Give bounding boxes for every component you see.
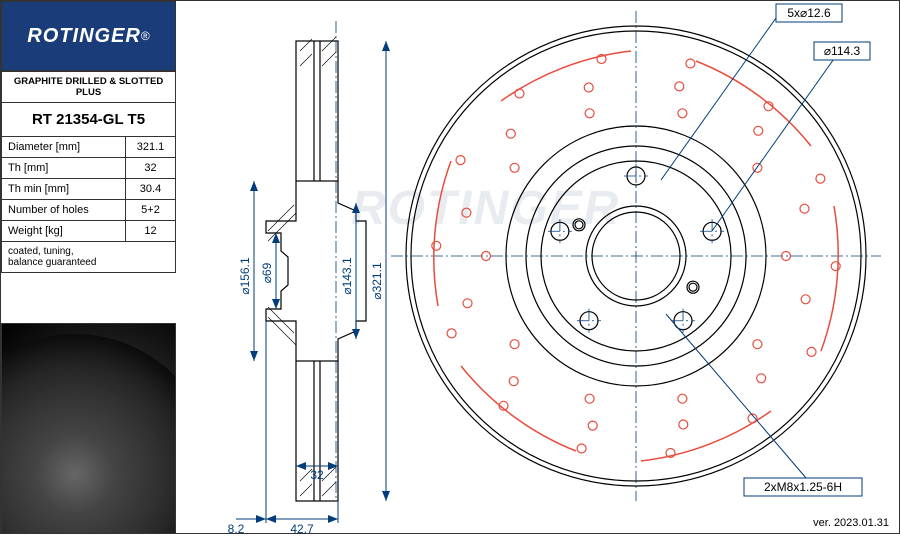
svg-text:⌀114.3: ⌀114.3 xyxy=(824,44,861,58)
product-notes: coated, tuning, balance guaranteed xyxy=(2,242,176,273)
svg-text:⌀143.1: ⌀143.1 xyxy=(340,257,354,295)
dim-offset: 42.7 xyxy=(266,321,338,535)
brand-logo: ROTINGER ® xyxy=(1,1,176,71)
spec-value: 12 xyxy=(126,221,176,242)
front-face-view: 5x⌀12.6 ⌀114.3 2xM8x1.25-6H xyxy=(391,4,881,501)
svg-text:⌀69: ⌀69 xyxy=(260,262,274,283)
dim-d-outer: ⌀321.1 xyxy=(370,41,390,501)
spec-label: Diameter [mm] xyxy=(2,137,126,158)
section-hatch xyxy=(268,37,336,496)
product-photo xyxy=(1,323,176,534)
svg-text:32: 32 xyxy=(310,468,324,482)
spec-label: Number of holes xyxy=(2,200,126,221)
spec-label: Th [mm] xyxy=(2,158,126,179)
spec-value: 5+2 xyxy=(126,200,176,221)
spec-value: 321.1 xyxy=(126,137,176,158)
brand-name: ROTINGER xyxy=(27,25,141,48)
part-number: RT 21354-GL T5 xyxy=(2,103,176,137)
dim-d-bolt-circle: ⌀143.1 xyxy=(340,203,360,339)
svg-text:42.7: 42.7 xyxy=(290,522,314,535)
spec-table: GRAPHITE DRILLED & SLOTTED PLUS RT 21354… xyxy=(1,71,176,273)
dim-flange: 8.2 xyxy=(228,515,266,535)
dim-d-bore: ⌀69 xyxy=(260,233,280,309)
drawing-svg: ⌀321.1 ⌀156.1 ⌀143.1 ⌀69 32 xyxy=(176,1,900,535)
side-section-view: ⌀321.1 ⌀156.1 ⌀143.1 ⌀69 32 xyxy=(228,21,390,535)
spec-label: Th min [mm] xyxy=(2,179,126,200)
spec-label: Weight [kg] xyxy=(2,221,126,242)
technical-drawing: ⌀321.1 ⌀156.1 ⌀143.1 ⌀69 32 xyxy=(176,1,900,535)
callout-pcd: ⌀114.3 xyxy=(712,42,870,231)
svg-text:2xM8x1.25-6H: 2xM8x1.25-6H xyxy=(764,480,842,494)
version-label: ver. 2023.01.31 xyxy=(813,517,889,529)
spec-value: 32 xyxy=(126,158,176,179)
svg-text:5x⌀12.6: 5x⌀12.6 xyxy=(787,6,831,20)
svg-text:⌀321.1: ⌀321.1 xyxy=(370,262,384,300)
spec-value: 30.4 xyxy=(126,179,176,200)
product-type: GRAPHITE DRILLED & SLOTTED PLUS xyxy=(2,72,176,103)
svg-text:8.2: 8.2 xyxy=(228,522,245,535)
brand-reg: ® xyxy=(141,29,150,43)
dim-d-hub-outer: ⌀156.1 xyxy=(238,181,258,361)
callout-bolt-holes: 5x⌀12.6 xyxy=(661,4,842,180)
svg-text:⌀156.1: ⌀156.1 xyxy=(238,257,252,295)
callout-thread: 2xM8x1.25-6H xyxy=(666,314,862,496)
